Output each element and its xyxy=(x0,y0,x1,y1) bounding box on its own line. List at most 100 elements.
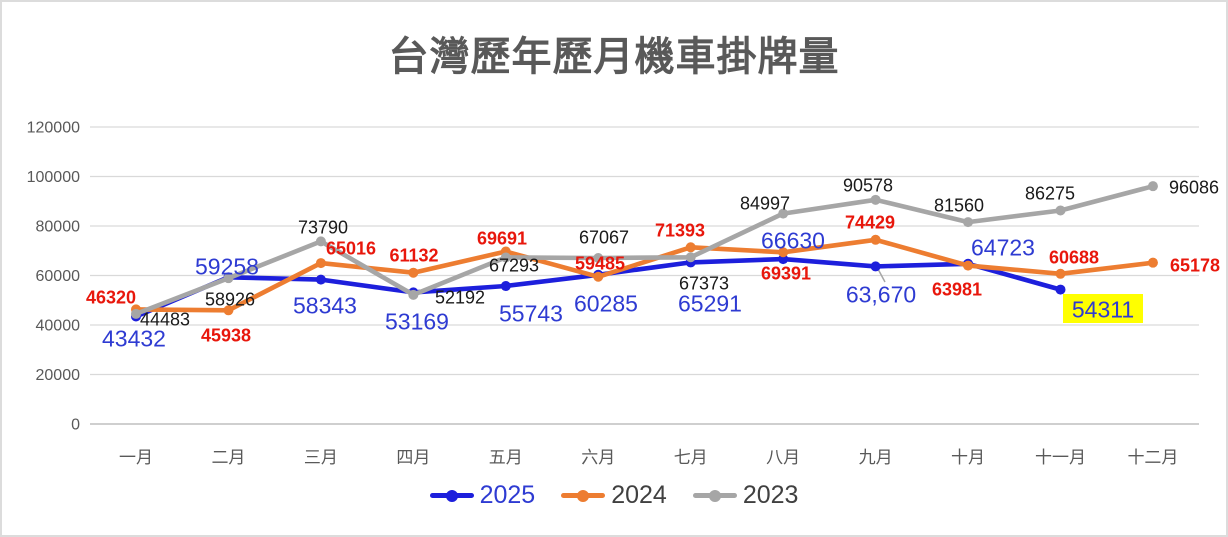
x-axis-month-label: 七月 xyxy=(674,448,708,467)
data-label-2023: 84997 xyxy=(740,193,790,213)
data-label-2024: 65178 xyxy=(1170,255,1220,275)
data-point-2023 xyxy=(408,289,419,300)
legend-dot-icon xyxy=(445,489,458,502)
data-label-2024: 60688 xyxy=(1049,247,1099,267)
data-point-2025 xyxy=(1055,284,1066,295)
label-leader-line xyxy=(877,268,886,283)
y-axis-tick-label: 20000 xyxy=(36,367,81,384)
data-point-2024 xyxy=(963,260,974,271)
data-point-2024 xyxy=(1147,257,1158,268)
y-axis-tick-label: 0 xyxy=(71,417,80,434)
legend-marker-2023-icon xyxy=(692,489,737,502)
data-point-2023 xyxy=(1147,181,1158,192)
data-label-2025: 66630 xyxy=(761,227,825,253)
y-axis-tick-label: 40000 xyxy=(36,318,81,335)
data-label-2024: 65016 xyxy=(326,238,376,258)
data-label-2023: 58926 xyxy=(205,289,255,309)
x-axis-month-label: 九月 xyxy=(859,448,893,467)
data-label-2023: 67373 xyxy=(679,273,729,293)
data-label-2025: 54311 xyxy=(1072,296,1134,322)
data-label-2023: 86275 xyxy=(1025,183,1075,203)
data-point-2024 xyxy=(223,305,234,316)
data-point-2023 xyxy=(963,217,974,228)
data-label-2023: 44483 xyxy=(140,309,190,329)
data-point-2023 xyxy=(131,308,141,319)
data-label-2025: 55743 xyxy=(499,300,563,326)
legend-marker-2025-icon xyxy=(429,489,474,502)
chart-title: 台灣歷年歷月機車掛牌量 xyxy=(388,35,840,79)
x-axis-month-label: 十一月 xyxy=(1035,448,1086,467)
data-point-2025 xyxy=(778,254,789,265)
data-point-2023 xyxy=(778,208,789,219)
legend-item-2025: 2025 xyxy=(429,481,536,509)
data-label-2025: 58343 xyxy=(293,292,357,318)
series-line-2024 xyxy=(133,237,1156,313)
data-point-2024 xyxy=(778,247,789,258)
data-point-2023 xyxy=(685,252,696,263)
data-label-2023: 73790 xyxy=(298,217,348,237)
x-axis-month-label: 四月 xyxy=(396,448,430,467)
data-label-2025: 64723 xyxy=(971,234,1035,260)
data-label-2023: 81560 xyxy=(934,195,984,215)
data-label-2024: 61132 xyxy=(389,245,438,265)
x-axis-month-label: 三月 xyxy=(304,448,338,467)
data-label-2023: 67067 xyxy=(579,227,629,247)
data-label-2024: 59485 xyxy=(575,253,625,273)
y-axis-tick-label: 120000 xyxy=(27,120,80,137)
data-point-2023 xyxy=(500,252,511,263)
data-label-2023: 90578 xyxy=(843,175,893,195)
legend-label-2025: 2025 xyxy=(479,481,536,509)
x-axis-month-label: 二月 xyxy=(211,448,245,467)
data-label-2024: 45938 xyxy=(201,325,251,345)
highlight-box xyxy=(1063,294,1143,323)
data-point-2023 xyxy=(870,194,881,205)
series-line-2023 xyxy=(133,183,1156,317)
y-axis-tick-label: 80000 xyxy=(36,219,81,236)
data-point-2023 xyxy=(1055,205,1066,216)
data-label-2025: 60285 xyxy=(574,290,638,316)
data-point-2024 xyxy=(1055,268,1066,279)
data-point-2024 xyxy=(685,242,696,253)
data-label-2023: 96086 xyxy=(1169,177,1219,197)
data-label-2024: 71393 xyxy=(655,220,705,240)
data-point-2023 xyxy=(315,236,326,247)
data-label-2025: 63,670 xyxy=(846,281,916,307)
data-label-2024: 69691 xyxy=(477,228,527,248)
x-axis-month-label: 五月 xyxy=(489,448,523,467)
data-label-2023: 67293 xyxy=(489,255,539,275)
data-point-2025 xyxy=(870,261,881,272)
data-label-2025: 65291 xyxy=(678,290,742,316)
legend-item-2024: 2024 xyxy=(561,483,667,508)
legend-label-2024: 2024 xyxy=(611,481,667,509)
data-point-2023 xyxy=(593,253,604,264)
data-label-2024: 63981 xyxy=(932,279,982,299)
x-axis-month-label: 八月 xyxy=(766,448,800,467)
x-axis-month-label: 十二月 xyxy=(1127,448,1178,467)
data-label-2025: 43432 xyxy=(102,325,166,351)
data-point-2024 xyxy=(315,258,326,269)
data-point-2024 xyxy=(870,234,881,245)
data-label-2024: 74429 xyxy=(845,212,895,232)
y-axis-tick-label: 60000 xyxy=(36,268,81,285)
data-label-2025: 59258 xyxy=(195,253,259,279)
data-label-2024: 69391 xyxy=(761,263,811,283)
x-axis-month-label: 十月 xyxy=(951,448,985,467)
chart-legend: 2025 2024 2023 xyxy=(2,483,1226,508)
data-label-2023: 52192 xyxy=(435,287,485,307)
x-axis-month-label: 六月 xyxy=(581,448,615,467)
data-point-2025 xyxy=(500,281,511,292)
data-point-2025 xyxy=(315,274,326,285)
x-axis-month-label: 一月 xyxy=(119,448,153,467)
legend-dot-icon xyxy=(577,489,590,502)
y-axis-tick-label: 100000 xyxy=(27,169,80,186)
legend-item-2023: 2023 xyxy=(692,481,799,509)
data-point-2024 xyxy=(593,271,604,282)
data-label-2025: 53169 xyxy=(385,308,449,334)
legend-dot-icon xyxy=(708,489,721,502)
data-point-2023 xyxy=(223,273,234,284)
data-point-2024 xyxy=(408,267,419,278)
legend-label-2023: 2023 xyxy=(742,481,799,509)
legend-marker-2024-icon xyxy=(561,489,606,502)
